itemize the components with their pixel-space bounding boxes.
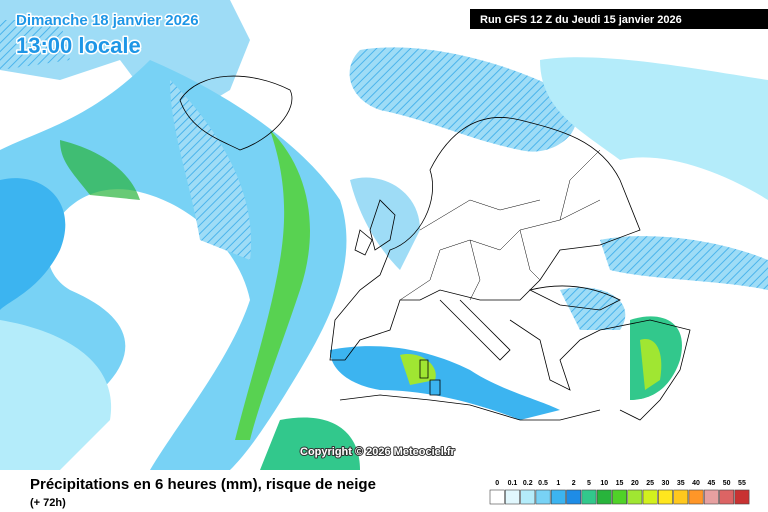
footer-subtitle: (+ 72h) xyxy=(30,497,66,509)
legend-swatch xyxy=(688,489,704,505)
legend-label: 45 xyxy=(707,480,715,487)
copyright: Copyright © 2026 Meteociel.fr xyxy=(300,446,456,458)
legend-label: 0 xyxy=(495,480,499,487)
legend-label: 25 xyxy=(646,480,654,487)
footer: Précipitations en 6 heures (mm), risque … xyxy=(30,476,750,509)
legend-swatch xyxy=(489,489,505,505)
legend-swatch xyxy=(581,489,597,505)
legend-swatch xyxy=(566,489,582,505)
legend-swatch xyxy=(673,489,689,505)
legend-label: 40 xyxy=(692,480,700,487)
legend-label: 50 xyxy=(723,480,731,487)
legend-swatch xyxy=(657,489,673,505)
legend-swatch xyxy=(642,489,658,505)
legend-swatch xyxy=(627,489,643,505)
legend-swatch xyxy=(535,489,551,505)
legend-swatch xyxy=(719,489,735,505)
run-box xyxy=(470,9,768,29)
legend-label: 55 xyxy=(738,480,746,487)
map: Dimanche 18 janvier 2026 13:00 locale Ru… xyxy=(0,0,768,470)
legend-swatch xyxy=(734,489,750,505)
legend-swatch xyxy=(520,489,536,505)
borders xyxy=(399,149,601,301)
legend-label: 0.5 xyxy=(538,480,548,487)
forecast-date: Dimanche 18 janvier 2026 xyxy=(16,12,199,29)
legend-swatch xyxy=(550,489,566,505)
legend-label: 2 xyxy=(572,480,576,487)
coastlines xyxy=(179,75,691,421)
legend-swatch xyxy=(612,489,628,505)
legend-label: 35 xyxy=(677,480,685,487)
legend-label: 20 xyxy=(631,480,639,487)
legend-label: 0.2 xyxy=(523,480,533,487)
legend-swatch xyxy=(596,489,612,505)
legend-label: 0.1 xyxy=(508,480,518,487)
footer-title: Précipitations en 6 heures (mm), risque … xyxy=(30,476,376,493)
legend-label: 1 xyxy=(556,480,560,487)
forecast-time: 13:00 locale xyxy=(16,33,141,58)
legend: 0 0.1 0.2 0.5 1 2 5 10 15 20 25 30 35 40 45 50 55 xyxy=(489,480,750,505)
legend-label: 15 xyxy=(616,480,624,487)
precipitation-areas xyxy=(0,0,768,470)
header: Dimanche 18 janvier 2026 13:00 locale Ru… xyxy=(15,9,768,60)
legend-label: 5 xyxy=(587,480,591,487)
run-info: Run GFS 12 Z du Jeudi 15 janvier 2026 xyxy=(480,14,682,26)
legend-label: 10 xyxy=(600,480,608,487)
legend-label: 30 xyxy=(662,480,670,487)
legend-swatch xyxy=(504,489,520,505)
legend-swatch xyxy=(703,489,719,505)
